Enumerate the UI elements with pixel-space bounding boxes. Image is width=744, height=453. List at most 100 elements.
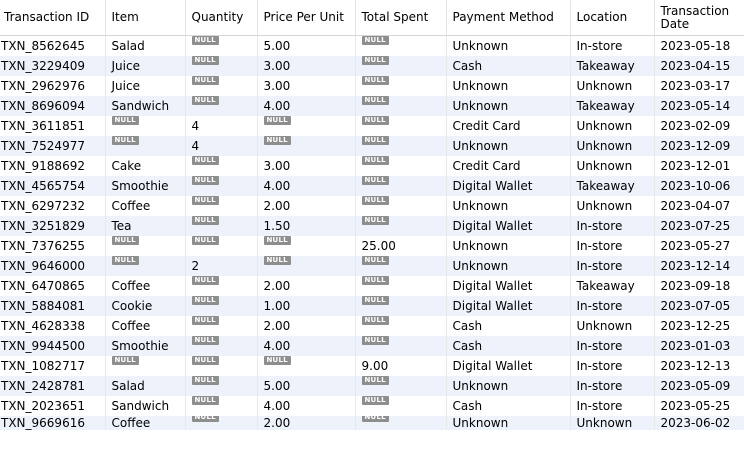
table-row[interactable]: TXN_2428781 Salad NULL 5.00 NULL Unknown In-st…: [0, 376, 744, 396]
cell-transaction-date[interactable]: 2023-04-15: [654, 56, 744, 76]
cell-transaction-date[interactable]: 2023-05-25: [654, 396, 744, 416]
cell-quantity[interactable]: NULL: [185, 296, 258, 316]
table-row[interactable]: TXN_3251829 Tea NULL 1.50 NULL Digital Wallet…: [0, 216, 744, 236]
cell-transaction-id[interactable]: TXN_3611851: [0, 116, 106, 136]
cell-payment-method[interactable]: Unknown: [446, 376, 571, 396]
cell-quantity[interactable]: NULL: [185, 376, 258, 396]
cell-total-spent[interactable]: NULL: [355, 316, 447, 336]
cell-price-per-unit[interactable]: 2.00: [257, 276, 356, 296]
cell-price-per-unit[interactable]: 1.50: [257, 216, 356, 236]
cell-total-spent[interactable]: NULL: [355, 336, 447, 356]
cell-total-spent[interactable]: 25.00: [355, 236, 447, 256]
cell-transaction-date[interactable]: 2023-12-13: [654, 356, 744, 376]
cell-quantity[interactable]: NULL: [185, 56, 258, 76]
cell-quantity[interactable]: NULL: [185, 35, 258, 56]
cell-transaction-date[interactable]: 2023-06-02: [654, 416, 744, 430]
column-header-quantity[interactable]: Quantity: [185, 0, 258, 36]
cell-item[interactable]: NULL: [105, 256, 186, 276]
cell-quantity[interactable]: 2: [185, 256, 258, 276]
cell-price-per-unit[interactable]: 5.00: [257, 376, 356, 396]
cell-transaction-date[interactable]: 2023-12-14: [654, 256, 744, 276]
cell-price-per-unit[interactable]: 3.00: [257, 156, 356, 176]
cell-price-per-unit[interactable]: 2.00: [257, 416, 356, 430]
table-row[interactable]: TXN_3229409 Juice NULL 3.00 NULL Cash Takeaway…: [0, 56, 744, 76]
cell-price-per-unit[interactable]: 2.00: [257, 196, 356, 216]
cell-payment-method[interactable]: Cash: [446, 336, 571, 356]
cell-transaction-date[interactable]: 2023-02-09: [654, 116, 744, 136]
cell-payment-method[interactable]: Credit Card: [446, 116, 571, 136]
cell-payment-method[interactable]: Unknown: [446, 76, 571, 96]
cell-price-per-unit[interactable]: NULL: [257, 356, 356, 376]
table-row[interactable]: TXN_8562645 Salad NULL 5.00 NULL Unknown In-st…: [0, 35, 744, 56]
cell-location[interactable]: Unknown: [570, 116, 655, 136]
table-row[interactable]: TXN_9944500 Smoothie NULL 4.00 NULL Cash In-st…: [0, 336, 744, 356]
cell-item[interactable]: NULL: [105, 236, 186, 256]
table-row[interactable]: TXN_2023651 Sandwich NULL 4.00 NULL Cash In-st…: [0, 396, 744, 416]
cell-transaction-date[interactable]: 2023-12-09: [654, 136, 744, 156]
cell-transaction-date[interactable]: 2023-05-14: [654, 96, 744, 116]
cell-transaction-date[interactable]: 2023-12-25: [654, 316, 744, 336]
table-row[interactable]: TXN_1082717 NULL NULL NULL 9.00 Digital Walle…: [0, 356, 744, 376]
cell-location[interactable]: Takeaway: [570, 176, 655, 196]
cell-price-per-unit[interactable]: 1.00: [257, 296, 356, 316]
column-header-transaction-date[interactable]: Transaction Date: [654, 0, 744, 36]
cell-transaction-id[interactable]: TXN_2962976: [0, 76, 106, 96]
cell-transaction-date[interactable]: 2023-09-18: [654, 276, 744, 296]
cell-location[interactable]: Unknown: [570, 416, 655, 430]
cell-location[interactable]: Unknown: [570, 136, 655, 156]
cell-transaction-id[interactable]: TXN_4628338: [0, 316, 106, 336]
cell-quantity[interactable]: NULL: [185, 396, 258, 416]
cell-price-per-unit[interactable]: 4.00: [257, 96, 356, 116]
table-row[interactable]: TXN_7524977 NULL 4 NULL NULL Unknown Unknown 20…: [0, 136, 744, 156]
cell-item[interactable]: NULL: [105, 136, 186, 156]
cell-payment-method[interactable]: Unknown: [446, 416, 571, 430]
cell-payment-method[interactable]: Cash: [446, 396, 571, 416]
cell-item[interactable]: Sandwich: [105, 96, 186, 116]
cell-total-spent[interactable]: NULL: [355, 156, 447, 176]
table-row[interactable]: TXN_9188692 Cake NULL 3.00 NULL Credit Card Un…: [0, 156, 744, 176]
cell-payment-method[interactable]: Cash: [446, 56, 571, 76]
cell-location[interactable]: Takeaway: [570, 56, 655, 76]
cell-transaction-id[interactable]: TXN_5884081: [0, 296, 106, 316]
cell-transaction-date[interactable]: 2023-12-01: [654, 156, 744, 176]
cell-total-spent[interactable]: 9.00: [355, 356, 447, 376]
cell-payment-method[interactable]: Digital Wallet: [446, 276, 571, 296]
cell-payment-method[interactable]: Unknown: [446, 136, 571, 156]
table-row[interactable]: TXN_5884081 Cookie NULL 1.00 NULL Digital Wal…: [0, 296, 744, 316]
cell-price-per-unit[interactable]: 5.00: [257, 35, 356, 56]
cell-item[interactable]: Coffee: [105, 416, 186, 430]
table-row[interactable]: TXN_6470865 Coffee NULL 2.00 NULL Digital Wal…: [0, 276, 744, 296]
cell-total-spent[interactable]: NULL: [355, 396, 447, 416]
cell-item[interactable]: Coffee: [105, 276, 186, 296]
cell-price-per-unit[interactable]: 4.00: [257, 176, 356, 196]
cell-price-per-unit[interactable]: NULL: [257, 116, 356, 136]
cell-item[interactable]: Salad: [105, 35, 186, 56]
cell-quantity[interactable]: 4: [185, 116, 258, 136]
cell-total-spent[interactable]: NULL: [355, 296, 447, 316]
cell-item[interactable]: NULL: [105, 116, 186, 136]
cell-payment-method[interactable]: Unknown: [446, 96, 571, 116]
cell-quantity[interactable]: NULL: [185, 176, 258, 196]
cell-transaction-date[interactable]: 2023-01-03: [654, 336, 744, 356]
cell-price-per-unit[interactable]: 3.00: [257, 76, 356, 96]
cell-payment-method[interactable]: Digital Wallet: [446, 356, 571, 376]
cell-location[interactable]: In-store: [570, 396, 655, 416]
cell-transaction-id[interactable]: TXN_7524977: [0, 136, 106, 156]
cell-payment-method[interactable]: Digital Wallet: [446, 176, 571, 196]
table-row[interactable]: TXN_9646000 NULL 2 NULL NULL Unknown In-store 2…: [0, 256, 744, 276]
cell-quantity[interactable]: NULL: [185, 196, 258, 216]
cell-location[interactable]: Unknown: [570, 156, 655, 176]
cell-transaction-id[interactable]: TXN_7376255: [0, 236, 106, 256]
cell-total-spent[interactable]: NULL: [355, 276, 447, 296]
cell-location[interactable]: In-store: [570, 376, 655, 396]
cell-transaction-id[interactable]: TXN_8562645: [0, 35, 106, 56]
cell-transaction-id[interactable]: TXN_2428781: [0, 376, 106, 396]
cell-item[interactable]: Smoothie: [105, 176, 186, 196]
cell-item[interactable]: Salad: [105, 376, 186, 396]
cell-total-spent[interactable]: NULL: [355, 136, 447, 156]
cell-item[interactable]: Tea: [105, 216, 186, 236]
cell-payment-method[interactable]: Unknown: [446, 256, 571, 276]
cell-transaction-date[interactable]: 2023-04-07: [654, 196, 744, 216]
cell-transaction-id[interactable]: TXN_4565754: [0, 176, 106, 196]
